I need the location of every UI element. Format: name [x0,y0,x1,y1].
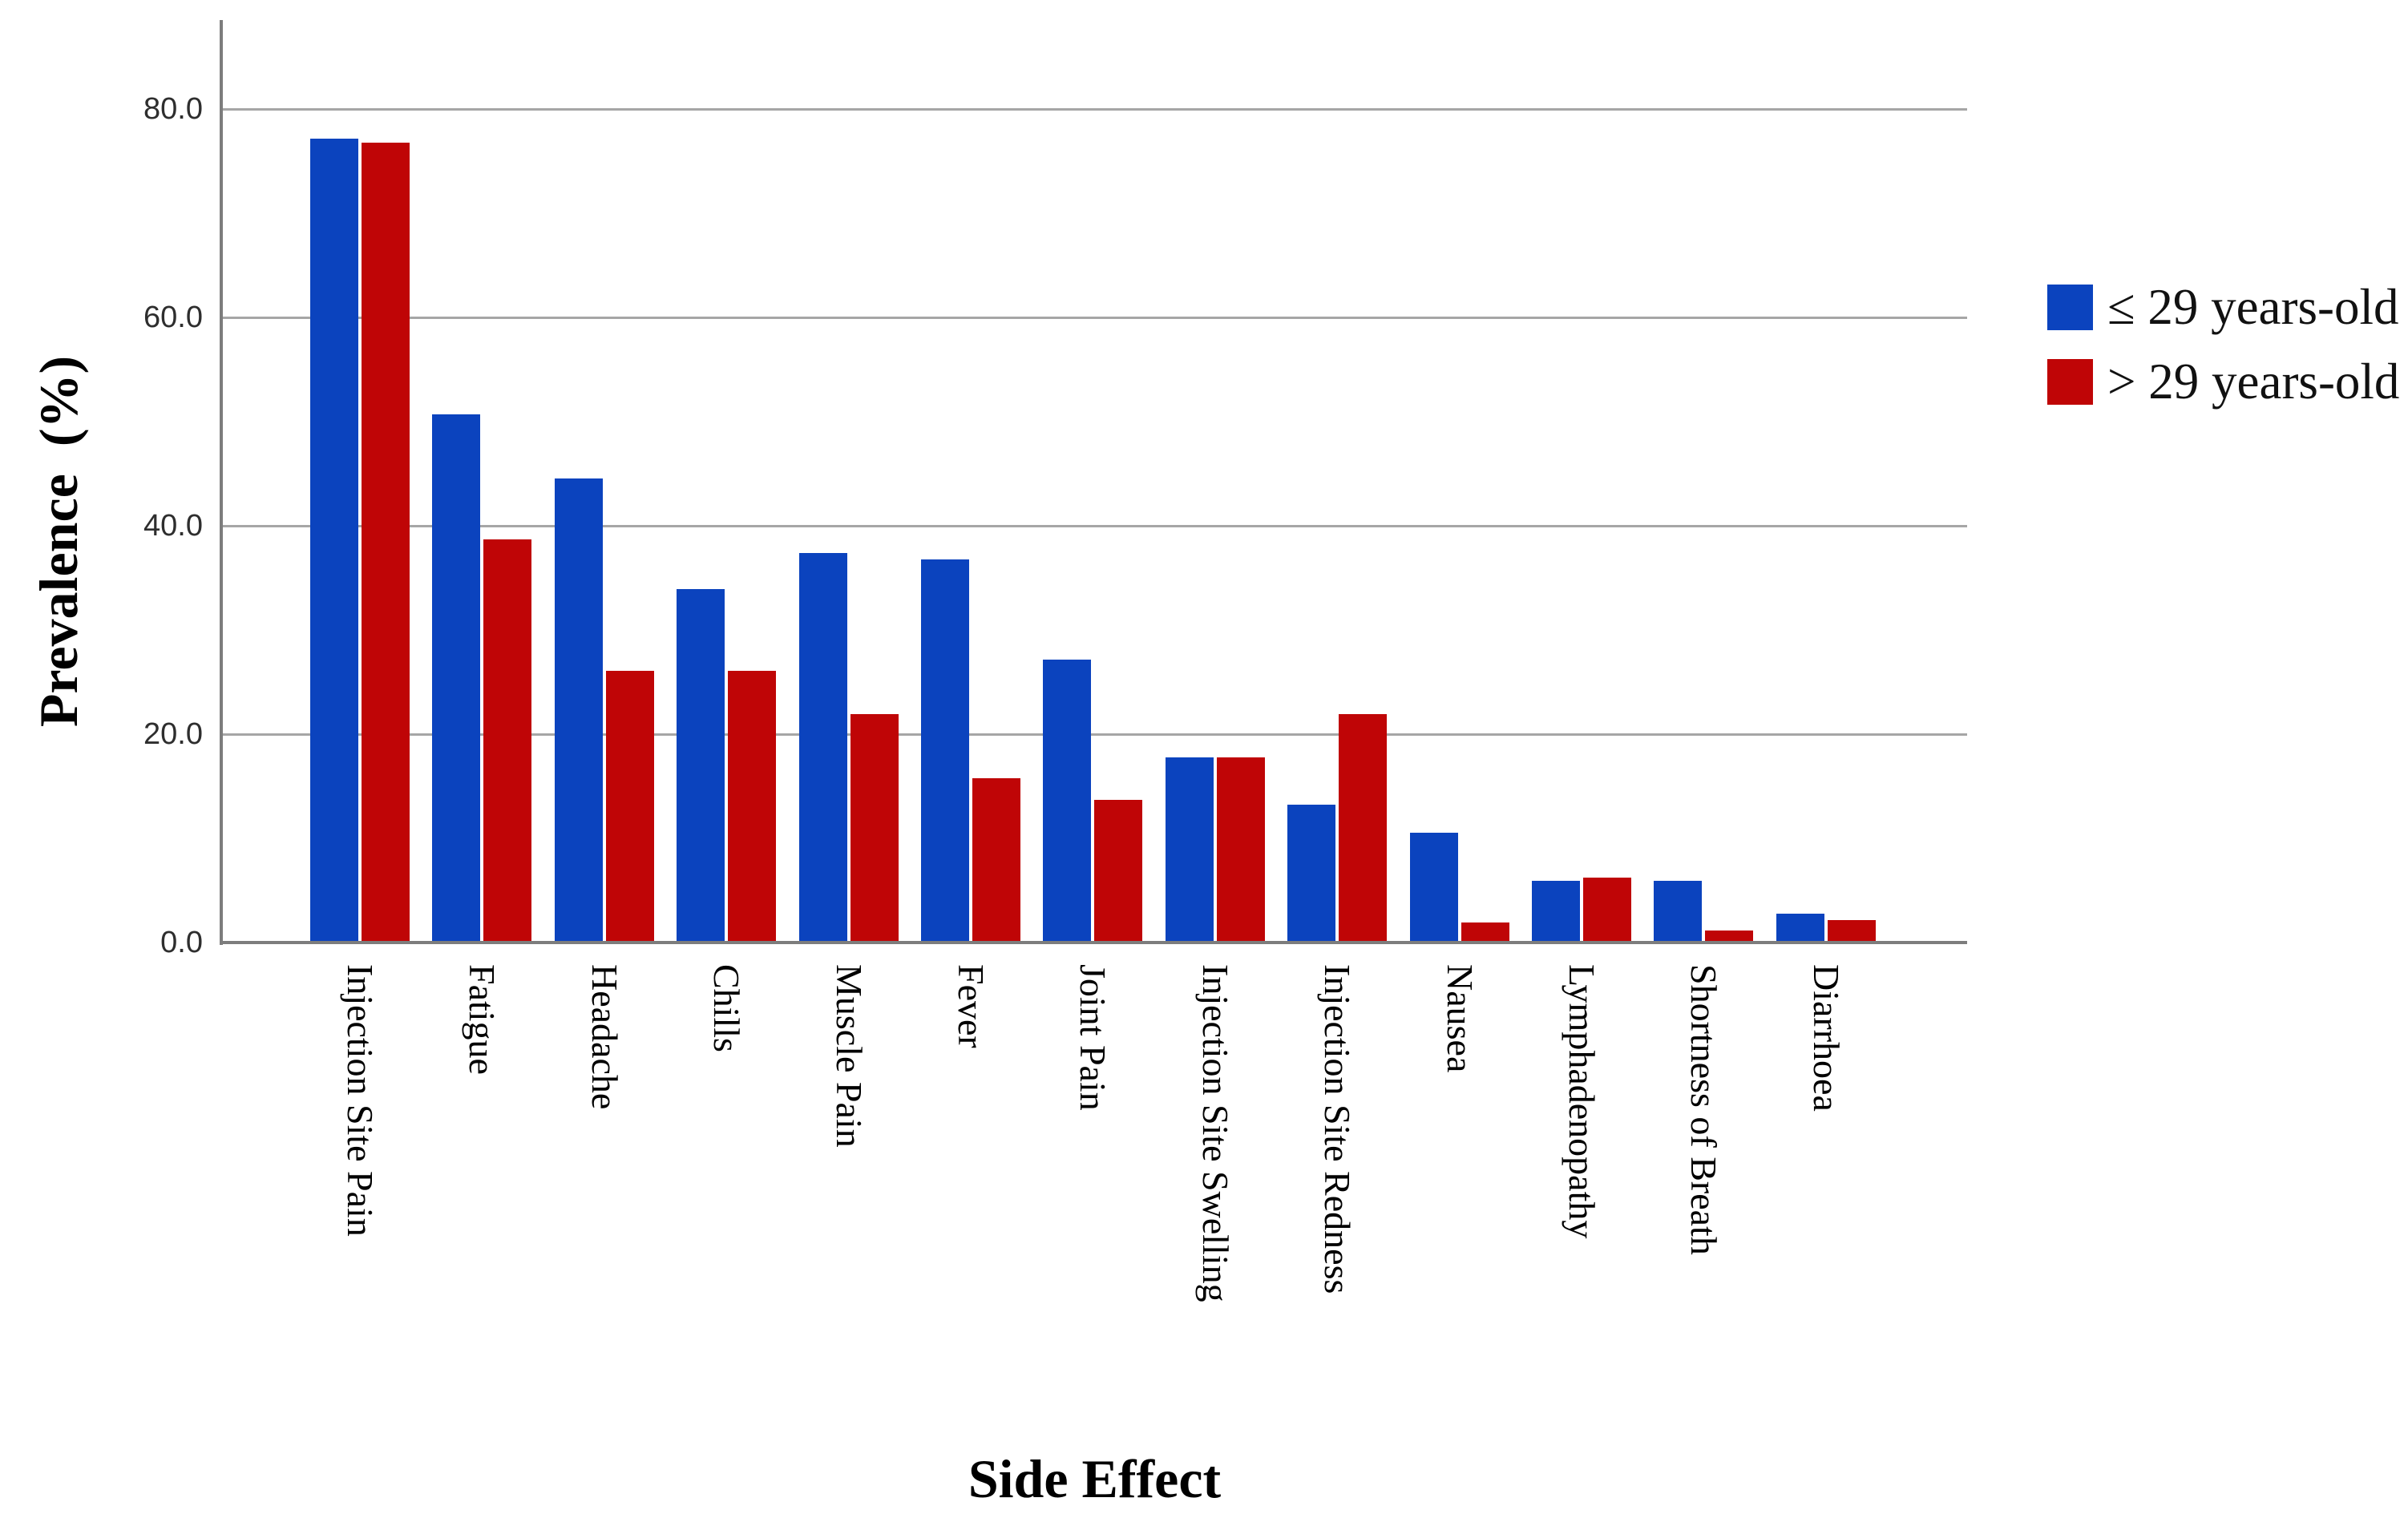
x-category-label-injection-site-redness: Injection Site Redness [1317,964,1358,1294]
gridline-20 [222,733,1967,736]
legend-item-over29: > 29 years-old [2047,355,2399,408]
gridline-80 [222,108,1967,111]
bar-under29-muscle-pain [799,553,847,941]
x-category-label-injection-site-pain: Injection Site Pain [340,964,381,1237]
bar-over29-injection-site-swelling [1217,757,1265,941]
y-tick-label-20.0: 20.0 [143,717,203,751]
x-category-label-joint-pain: Joint Pain [1073,964,1113,1111]
bar-over29-chills [728,671,776,941]
x-category-label-fatigue: Fatigue [462,964,503,1075]
x-category-label-chills: Chills [706,964,747,1052]
x-category-label-diarrhoea: Diarrhoea [1806,964,1847,1112]
y-tick-label-40.0: 40.0 [143,509,203,543]
y-axis-title: Prevalence (%) [28,355,90,727]
x-category-label-injection-site-swelling: Injection Site Swelling [1195,964,1236,1302]
y-tick-label-0.0: 0.0 [160,926,203,959]
y-axis-line [220,20,223,945]
x-category-label-nausea: Nausea [1440,964,1481,1073]
bar-under29-fever [921,559,969,941]
x-category-label-muscle-pain: Muscle Pain [829,964,870,1148]
bar-over29-fatigue [483,539,531,941]
x-axis-baseline [220,941,1967,944]
x-axis-title-container: Side Effect [222,1447,1967,1511]
y-tick-label-60.0: 60.0 [143,301,203,334]
y-tick-label-80.0: 80.0 [143,92,203,126]
legend-item-under29: ≤ 29 years-old [2047,281,2399,333]
x-category-label-shortness-of-breath: Shortness of Breath [1683,964,1724,1255]
gridline-40 [222,525,1967,527]
legend-swatch-red [2047,358,2093,405]
legend-swatch-blue [2047,284,2093,330]
legend-label: ≤ 29 years-old [2107,279,2399,335]
bar-under29-chills [677,589,725,941]
bar-over29-nausea [1461,922,1509,941]
bar-under29-shortness-of-breath [1654,881,1702,941]
x-category-label-fever: Fever [951,964,992,1048]
bar-over29-injection-site-pain [362,143,410,941]
bar-under29-fatigue [432,414,480,941]
bar-under29-injection-site-redness [1287,805,1335,941]
bar-over29-injection-site-redness [1339,714,1387,941]
bar-over29-fever [972,778,1020,941]
bar-under29-lymphadenopathy [1532,881,1580,941]
bar-under29-injection-site-pain [310,139,358,941]
bar-over29-diarrhoea [1828,920,1876,941]
bar-under29-headache [555,478,603,941]
gridline-60 [222,317,1967,319]
x-axis-title: Side Effect [968,1448,1222,1509]
bar-under29-nausea [1410,833,1458,941]
legend: ≤ 29 years-old > 29 years-old [2047,281,2399,408]
bar-under29-diarrhoea [1776,914,1824,941]
bar-over29-headache [606,671,654,941]
legend-label: > 29 years-old [2107,353,2400,410]
y-axis-title-container: Prevalence (%) [0,76,119,1006]
bar-under29-injection-site-swelling [1166,757,1214,941]
x-category-label-lymphadenopathy: Lymphadenopathy [1562,964,1602,1239]
bar-over29-muscle-pain [850,714,899,941]
bar-over29-lymphadenopathy [1583,878,1631,941]
bar-over29-joint-pain [1094,800,1142,941]
x-category-label-headache: Headache [584,964,625,1110]
bar-under29-joint-pain [1043,660,1091,941]
bar-over29-shortness-of-breath [1705,931,1753,941]
